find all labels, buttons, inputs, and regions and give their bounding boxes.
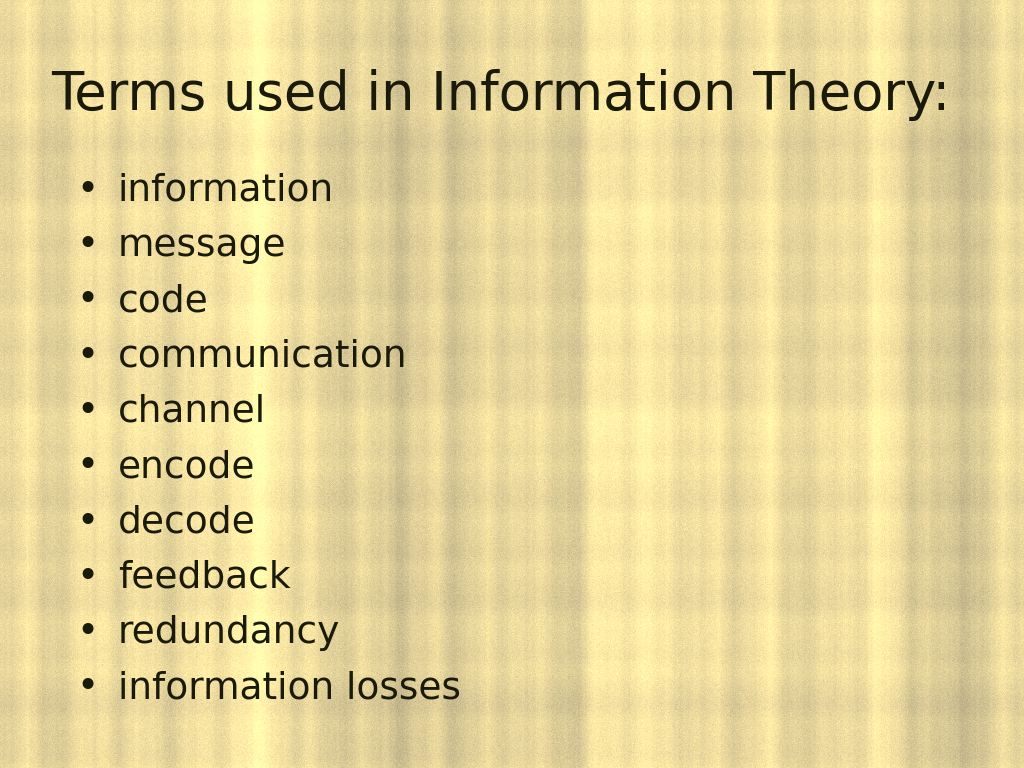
Text: •: • xyxy=(77,615,99,651)
Text: •: • xyxy=(77,560,99,596)
Text: •: • xyxy=(77,228,99,264)
Text: channel: channel xyxy=(118,394,266,430)
Text: code: code xyxy=(118,283,209,319)
Text: •: • xyxy=(77,283,99,319)
Text: •: • xyxy=(77,670,99,707)
Text: feedback: feedback xyxy=(118,560,290,596)
Text: Terms used in Information Theory:: Terms used in Information Theory: xyxy=(51,69,950,121)
Text: •: • xyxy=(77,394,99,430)
Text: •: • xyxy=(77,505,99,541)
Text: message: message xyxy=(118,228,287,264)
Text: •: • xyxy=(77,449,99,485)
Text: information: information xyxy=(118,173,334,209)
Text: redundancy: redundancy xyxy=(118,615,340,651)
Text: information losses: information losses xyxy=(118,670,461,707)
Text: encode: encode xyxy=(118,449,255,485)
Text: communication: communication xyxy=(118,339,408,375)
Text: •: • xyxy=(77,339,99,375)
Text: •: • xyxy=(77,173,99,209)
Text: decode: decode xyxy=(118,505,256,541)
